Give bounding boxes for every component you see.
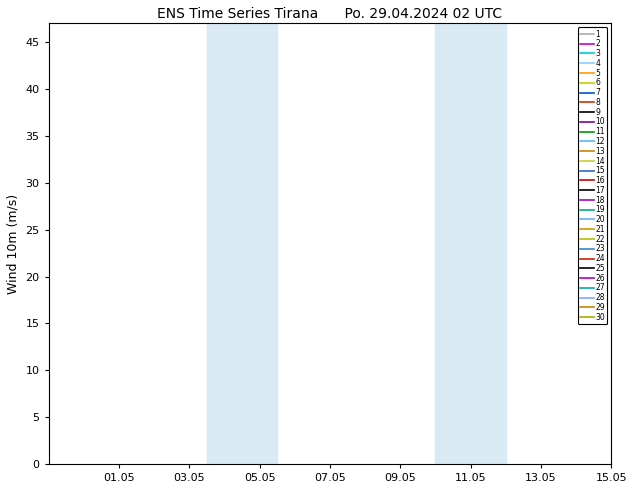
Bar <box>470 24 506 464</box>
Title: ENS Time Series Tirana      Po. 29.04.2024 02 UTC: ENS Time Series Tirana Po. 29.04.2024 02… <box>157 7 503 21</box>
Bar <box>207 24 242 464</box>
Legend: 1, 2, 3, 4, 5, 6, 7, 8, 9, 10, 11, 12, 13, 14, 15, 16, 17, 18, 19, 20, 21, 22, 2: 1, 2, 3, 4, 5, 6, 7, 8, 9, 10, 11, 12, 1… <box>578 27 607 324</box>
Y-axis label: Wind 10m (m/s): Wind 10m (m/s) <box>7 194 20 294</box>
Bar <box>436 24 470 464</box>
Bar <box>242 24 277 464</box>
